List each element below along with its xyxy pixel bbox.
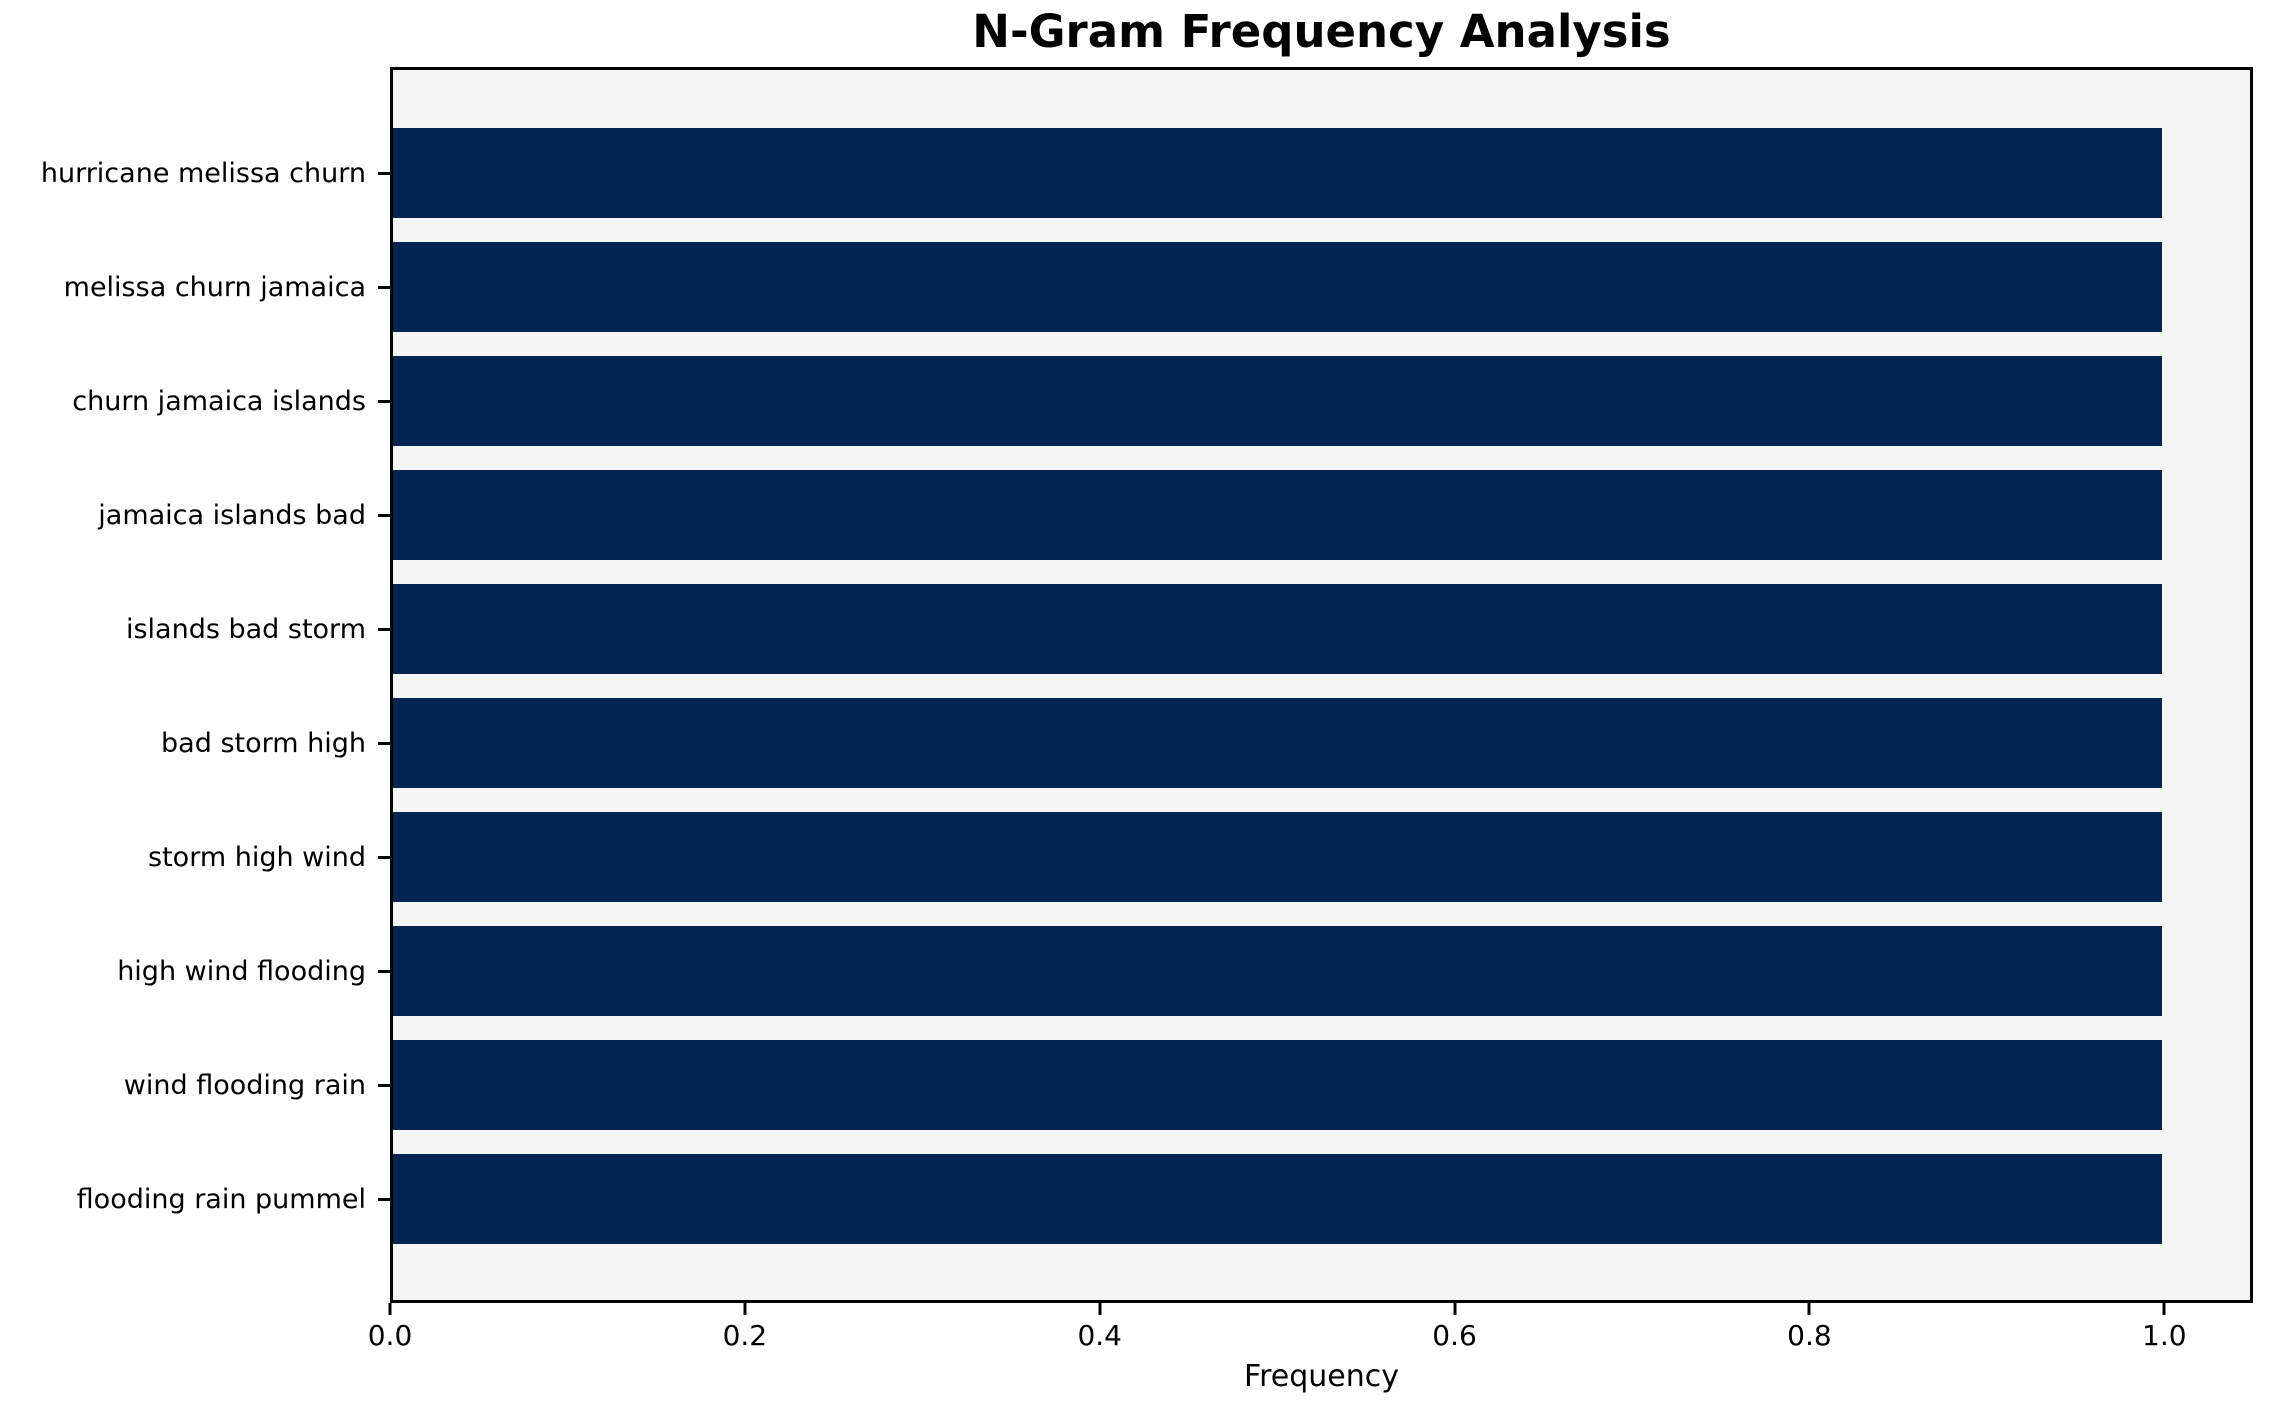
y-tick-mark	[378, 513, 390, 517]
bar-row	[393, 914, 2250, 1028]
y-tick-row	[378, 230, 390, 344]
bar	[393, 470, 2162, 560]
y-axis-ticks	[378, 116, 390, 1256]
y-tick-mark	[378, 741, 390, 745]
bar-row	[393, 344, 2250, 458]
x-tick-mark	[388, 1303, 392, 1315]
y-tick-mark	[378, 285, 390, 289]
plot-area	[390, 67, 2253, 1303]
x-tick-label: 1.0	[2142, 1319, 2187, 1352]
y-tick-label-row: jamaica islands bad	[0, 458, 374, 572]
y-axis-labels: hurricane melissa churn melissa churn jam…	[0, 116, 374, 1256]
y-tick-row	[378, 344, 390, 458]
y-tick-label: jamaica islands bad	[98, 499, 366, 531]
bar-row	[393, 800, 2250, 914]
bar	[393, 242, 2162, 332]
bar-row	[393, 116, 2250, 230]
y-tick-row	[378, 458, 390, 572]
y-tick-label: melissa churn jamaica	[63, 271, 366, 303]
y-tick-label: high wind flooding	[117, 955, 366, 987]
y-tick-row	[378, 686, 390, 800]
y-tick-label-row: bad storm high	[0, 686, 374, 800]
y-tick-row	[378, 572, 390, 686]
y-tick-label: islands bad storm	[125, 613, 366, 645]
bar	[393, 1040, 2162, 1130]
y-tick-label: storm high wind	[148, 841, 366, 873]
y-tick-mark	[378, 855, 390, 859]
y-tick-label-row: melissa churn jamaica	[0, 230, 374, 344]
y-tick-label: bad storm high	[161, 727, 366, 759]
y-tick-mark	[378, 969, 390, 973]
bar	[393, 812, 2162, 902]
bar	[393, 926, 2162, 1016]
y-tick-row	[378, 800, 390, 914]
bars	[393, 116, 2250, 1256]
y-tick-label-row: wind flooding rain	[0, 1028, 374, 1142]
y-tick-label: flooding rain pummel	[76, 1183, 366, 1215]
bar	[393, 128, 2162, 218]
y-tick-label: churn jamaica islands	[72, 385, 366, 417]
y-tick-row	[378, 116, 390, 230]
x-tick-mark	[743, 1303, 747, 1315]
bar-row	[393, 458, 2250, 572]
y-tick-label: hurricane melissa churn	[40, 157, 366, 189]
bar	[393, 1154, 2162, 1244]
x-tick-label: 0.4	[1077, 1319, 1122, 1352]
y-tick-label-row: islands bad storm	[0, 572, 374, 686]
bar-row	[393, 230, 2250, 344]
x-tick-label: 0.2	[722, 1319, 768, 1352]
y-tick-mark	[378, 399, 390, 403]
x-tick-mark	[1453, 1303, 1457, 1315]
x-axis-label: Frequency	[1244, 1359, 1399, 1394]
bar-row	[393, 686, 2250, 800]
y-tick-mark	[378, 1197, 390, 1201]
x-tick-mark	[1098, 1303, 1102, 1315]
bar	[393, 584, 2162, 674]
y-tick-mark	[378, 627, 390, 631]
y-tick-label-row: high wind flooding	[0, 914, 374, 1028]
chart-title: N-Gram Frequency Analysis	[972, 5, 1671, 58]
x-tick-label: 0.0	[367, 1319, 413, 1352]
y-tick-label-row: storm high wind	[0, 800, 374, 914]
x-tick-label: 0.6	[1432, 1319, 1477, 1352]
y-tick-mark	[378, 1083, 390, 1087]
y-tick-mark	[378, 171, 390, 175]
x-tick-mark	[1807, 1303, 1811, 1315]
bar-row	[393, 1142, 2250, 1256]
bar-row	[393, 1028, 2250, 1142]
bar	[393, 698, 2162, 788]
y-tick-label-row: churn jamaica islands	[0, 344, 374, 458]
y-tick-label-row: hurricane melissa churn	[0, 116, 374, 230]
bar	[393, 356, 2162, 446]
y-tick-row	[378, 1028, 390, 1142]
y-tick-label-row: flooding rain pummel	[0, 1142, 374, 1256]
y-tick-row	[378, 1142, 390, 1256]
y-tick-label: wind flooding rain	[123, 1069, 366, 1101]
bar-row	[393, 572, 2250, 686]
y-tick-row	[378, 914, 390, 1028]
x-tick-label: 0.8	[1787, 1319, 1832, 1352]
x-tick-mark	[2162, 1303, 2166, 1315]
